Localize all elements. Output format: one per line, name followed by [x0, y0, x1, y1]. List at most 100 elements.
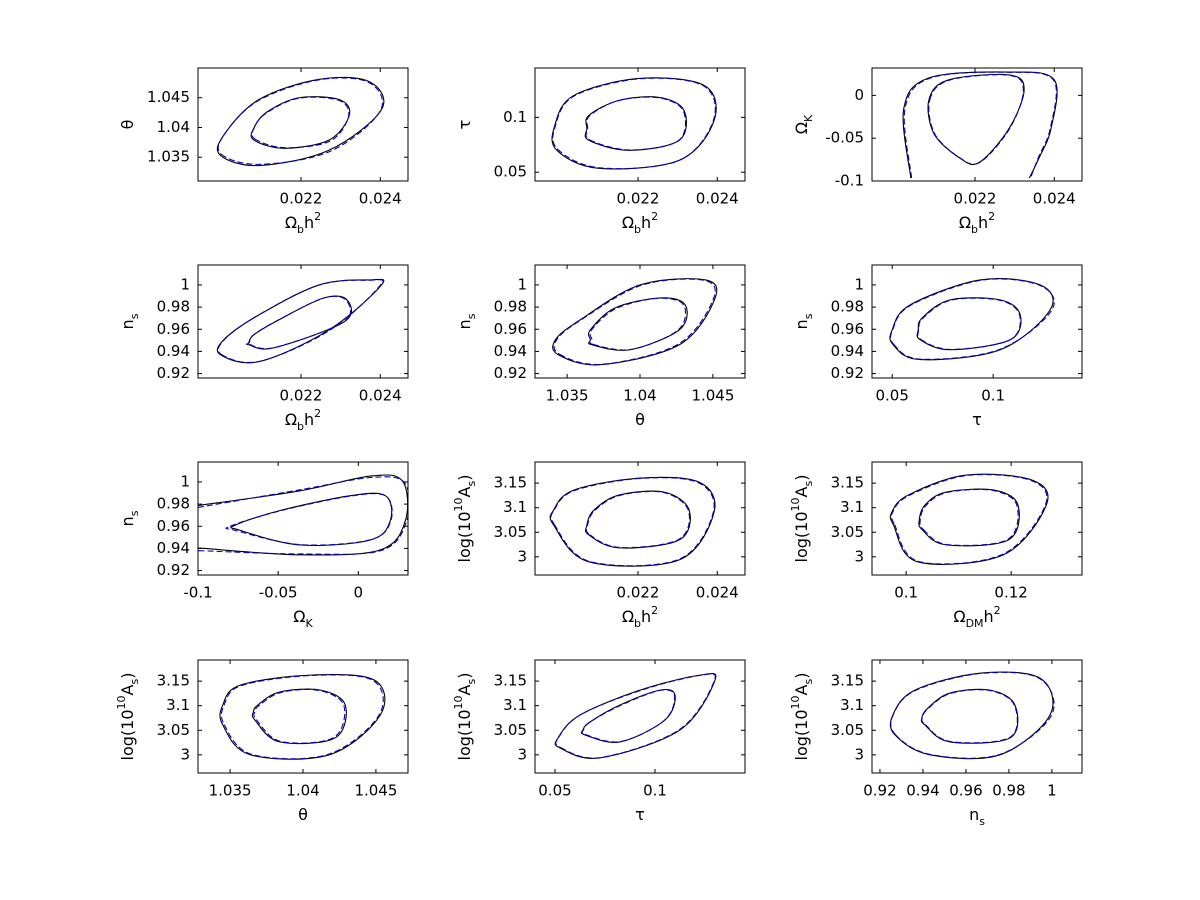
label-part: ) — [792, 673, 811, 679]
x-axis-label: ΩK — [293, 607, 313, 630]
y-axis-label: ns — [792, 313, 815, 329]
axes-frame — [871, 264, 1083, 379]
y-tick-label: 3.1 — [840, 696, 864, 714]
x-axis-label: Ωbh2 — [959, 210, 995, 236]
axes-frame — [871, 67, 1083, 182]
contour-line — [553, 278, 716, 366]
y-axis-label: θ — [118, 120, 137, 130]
axes-frame — [197, 659, 409, 774]
label-part: Ω — [792, 122, 811, 134]
label-part: s — [128, 510, 141, 516]
label-part: h — [304, 410, 314, 429]
label-part: Ω — [959, 213, 971, 232]
label-part: 2 — [988, 210, 995, 223]
y-tick-label: 0.98 — [494, 298, 527, 316]
label-part: h — [641, 607, 651, 626]
y-tick-label: 0.94 — [157, 539, 190, 557]
contours — [551, 77, 717, 170]
y-tick-label: 1 — [180, 472, 190, 490]
y-axis-label: ns — [118, 510, 141, 526]
contour-line — [250, 96, 351, 149]
contour-line — [246, 295, 352, 350]
x-tick-label: 0.024 — [696, 584, 739, 602]
contour-line — [889, 278, 1055, 360]
contour-line — [580, 688, 676, 743]
y-tick-label: 3 — [517, 547, 527, 565]
contours — [889, 473, 1049, 565]
contours — [552, 278, 718, 366]
label-part: log(10 — [118, 709, 137, 760]
y-axis-label: τ — [455, 120, 474, 130]
contour-line — [217, 77, 384, 165]
y-tick-label: 3.1 — [840, 498, 864, 516]
y-tick-label: 0.96 — [157, 320, 190, 338]
x-tick-label: 0.96 — [949, 782, 982, 800]
x-axis-label: Ωbh2 — [285, 407, 321, 433]
label-part: 2 — [651, 604, 658, 617]
contour-line — [225, 493, 393, 546]
y-tick-label: 3.05 — [831, 523, 864, 541]
x-tick-label: 0.98 — [992, 782, 1025, 800]
label-part: 10 — [789, 497, 802, 511]
label-part: 10 — [789, 695, 802, 709]
contours — [219, 674, 386, 760]
y-tick-label: 3.05 — [831, 721, 864, 739]
y-tick-label: 0.92 — [157, 364, 190, 382]
label-part: ) — [455, 475, 474, 481]
contour-line — [581, 689, 676, 743]
axes-frame — [197, 264, 409, 379]
y-tick-label: 1 — [517, 275, 527, 293]
x-tick-label: 0.1 — [643, 782, 667, 800]
label-part: h — [978, 213, 988, 232]
axes-frame — [534, 659, 746, 774]
label-part: s — [802, 313, 815, 319]
axes-frame — [871, 659, 1083, 774]
x-tick-label: 0.022 — [617, 584, 660, 602]
x-tick-label: -0.05 — [259, 584, 298, 602]
label-part: log(10 — [455, 511, 474, 562]
label-part: n — [455, 319, 474, 329]
label-part: s — [465, 313, 478, 319]
y-tick-label: 1.04 — [157, 118, 190, 136]
label-part: b — [971, 223, 978, 236]
x-axis-label: θ — [635, 410, 645, 429]
y-tick-label: 3 — [517, 745, 527, 763]
contour-line — [928, 74, 1024, 165]
y-tick-label: 3.1 — [503, 696, 527, 714]
label-part: ) — [455, 673, 474, 679]
y-tick-label: 0.98 — [157, 495, 190, 513]
x-tick-label: 1.045 — [354, 782, 397, 800]
label-part: 10 — [115, 695, 128, 709]
contour-line — [889, 473, 1049, 565]
label-part: h — [641, 213, 651, 232]
x-tick-label: 0.024 — [696, 190, 739, 208]
y-tick-label: 3 — [854, 547, 864, 565]
x-axis-label: Ωbh2 — [285, 210, 321, 236]
label-part: b — [297, 420, 304, 433]
x-tick-label: 1 — [1047, 782, 1057, 800]
label-part: n — [118, 516, 137, 526]
y-tick-label: 1 — [180, 275, 190, 293]
label-part: Ω — [285, 410, 297, 429]
y-axis-label: log(1010As) — [452, 673, 478, 761]
x-tick-label: 1.045 — [691, 387, 734, 405]
label-part: Ω — [622, 607, 634, 626]
contour-line — [919, 488, 1019, 546]
x-tick-label: 0.024 — [359, 387, 402, 405]
x-tick-label: 0.022 — [617, 190, 660, 208]
label-part: Ω — [622, 213, 634, 232]
label-part: 10 — [452, 497, 465, 511]
label-part: A — [455, 486, 474, 497]
x-axis-label: ns — [969, 805, 985, 828]
label-part: h — [304, 213, 314, 232]
label-part: b — [634, 617, 641, 630]
y-tick-label: 0.1 — [503, 108, 527, 126]
contour-line — [220, 674, 384, 760]
y-tick-label: 0.98 — [831, 298, 864, 316]
x-tick-label: 0.92 — [863, 782, 896, 800]
label-part: n — [792, 319, 811, 329]
y-tick-label: 3.15 — [157, 672, 190, 690]
contours — [549, 476, 716, 567]
contours — [216, 278, 385, 364]
